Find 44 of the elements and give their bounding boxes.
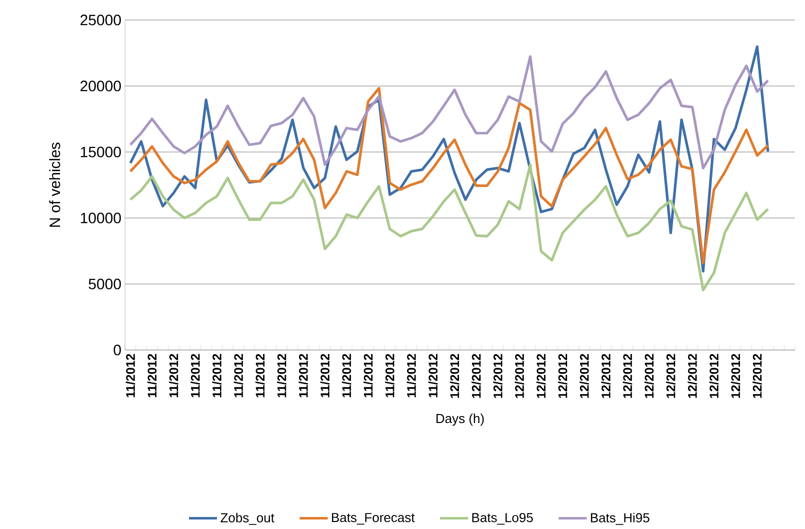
x-tick-label: 12/2012 xyxy=(472,354,481,398)
x-tick-label: 12/2012 xyxy=(688,354,697,398)
x-tick-label: 11/2012 xyxy=(190,354,200,398)
legend-label: Bats_Lo95 xyxy=(472,512,533,525)
x-tick-label: 11/2012 xyxy=(126,354,136,398)
x-tick-label: 12/2012 xyxy=(558,354,568,398)
x-tick-label: 11/2012 xyxy=(212,354,222,398)
line-series xyxy=(129,86,770,264)
x-tick-label: 11/2012 xyxy=(406,354,416,398)
x-tick-label: 11/2012 xyxy=(363,354,373,398)
x-tick-label: 12/2012 xyxy=(666,354,676,398)
y-axis-title: N of vehicles xyxy=(49,142,60,227)
x-tick-label: 12/2012 xyxy=(644,354,654,398)
x-tick-label: 12/2012 xyxy=(709,354,719,398)
legend-label: Zobs_out xyxy=(220,512,274,525)
x-tick-label: 11/2012 xyxy=(277,354,286,398)
x-tick-label: 11/2012 xyxy=(320,354,330,398)
x-tick-label: 12/2012 xyxy=(730,354,740,398)
y-tick-label: 0 xyxy=(114,344,121,356)
x-tick-label: 12/2012 xyxy=(536,354,546,398)
line-series xyxy=(129,55,770,170)
x-tick-label: 12/2012 xyxy=(601,354,611,398)
x-tick-label: 11/2012 xyxy=(168,354,178,398)
x-tick-label: 11/2012 xyxy=(385,354,394,398)
x-tick-label: 11/2012 xyxy=(147,354,157,398)
x-axis-title: Days (h) xyxy=(436,414,484,426)
y-tick-label: 25000 xyxy=(80,14,121,26)
x-tick-label: 12/2012 xyxy=(450,354,460,398)
y-tick-label: 10000 xyxy=(80,212,121,224)
x-tick-label: 12/2012 xyxy=(493,354,502,398)
y-tick-label: 20000 xyxy=(80,80,121,92)
y-tick-label: 5000 xyxy=(88,278,121,290)
x-tick-label: 12/2012 xyxy=(580,354,589,398)
x-tick-label: 11/2012 xyxy=(298,354,308,398)
x-tick-label: 11/2012 xyxy=(255,354,265,398)
legend-label: Bats_Hi95 xyxy=(590,512,650,525)
x-tick-label: 11/2012 xyxy=(428,354,438,398)
x-tick-label: 12/2012 xyxy=(622,354,632,398)
x-tick-label: 11/2012 xyxy=(234,354,244,398)
x-tick-label: 11/2012 xyxy=(342,354,352,398)
x-tick-label: 12/2012 xyxy=(752,354,762,398)
x-tick-label: 12/2012 xyxy=(514,354,524,398)
y-tick-label: 15000 xyxy=(80,146,121,158)
legend-label: Bats_Forecast xyxy=(332,513,415,525)
